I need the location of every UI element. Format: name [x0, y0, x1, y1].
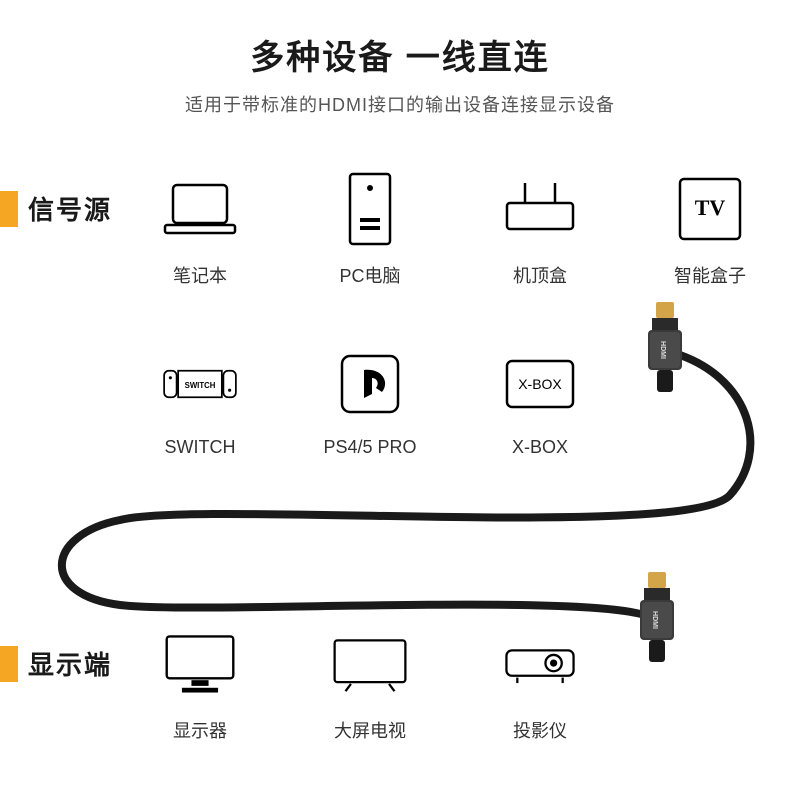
svg-text:X-BOX: X-BOX	[518, 376, 562, 392]
switch-icon: SWITCH	[161, 345, 239, 423]
page-subtitle: 适用于带标准的HDMI接口的输出设备连接显示设备	[0, 91, 800, 117]
hdmi-connector-top: HDMI	[640, 302, 690, 397]
device-caption: X-BOX	[512, 437, 568, 458]
device-caption: PS4/5 PRO	[323, 437, 416, 458]
device-projector: 投影仪	[480, 625, 600, 743]
device-caption: 机顶盒	[513, 262, 567, 288]
device-row-3: 显示器 大屏电视 投影仪	[140, 625, 600, 743]
page-title: 多种设备 一线直连	[0, 30, 800, 79]
xbox-icon: X-BOX	[501, 345, 579, 423]
device-row-2: SWITCH SWITCH PS4/5 PRO X-BOX X-BOX	[140, 345, 600, 458]
accent-bar-icon	[0, 191, 18, 227]
device-caption: SWITCH	[165, 437, 236, 458]
hdmi-connector-bottom: HDMI	[632, 572, 682, 667]
accent-bar-icon	[0, 646, 18, 682]
display-label: 显示端	[0, 645, 112, 682]
laptop-icon	[161, 170, 239, 248]
svg-text:TV: TV	[695, 195, 726, 220]
tvbox-icon: TV	[671, 170, 749, 248]
device-row-1: 笔记本 PC电脑 机顶盒 TV 智能	[140, 170, 770, 288]
device-tvbox: TV 智能盒子	[650, 170, 770, 288]
settop-icon	[501, 170, 579, 248]
display-label-text: 显示端	[28, 645, 112, 682]
device-tv: 大屏电视	[310, 625, 430, 743]
device-caption: 大屏电视	[334, 717, 406, 743]
tv-icon	[331, 625, 409, 703]
device-caption: 笔记本	[173, 262, 227, 288]
device-caption: 智能盒子	[674, 262, 746, 288]
device-caption: 投影仪	[513, 717, 567, 743]
device-settop: 机顶盒	[480, 170, 600, 288]
svg-text:HDMI: HDMI	[659, 341, 666, 359]
device-monitor: 显示器	[140, 625, 260, 743]
device-caption: 显示器	[173, 717, 227, 743]
svg-text:SWITCH: SWITCH	[185, 381, 216, 390]
projector-icon	[501, 625, 579, 703]
source-label-text: 信号源	[28, 190, 112, 227]
device-xbox: X-BOX X-BOX	[480, 345, 600, 458]
svg-text:HDMI: HDMI	[651, 611, 658, 629]
device-pc: PC电脑	[310, 170, 430, 288]
device-ps: PS4/5 PRO	[310, 345, 430, 458]
device-caption: PC电脑	[339, 262, 400, 288]
device-switch: SWITCH SWITCH	[140, 345, 260, 458]
header: 多种设备 一线直连 适用于带标准的HDMI接口的输出设备连接显示设备	[0, 0, 800, 117]
pc-icon	[331, 170, 409, 248]
device-laptop: 笔记本	[140, 170, 260, 288]
monitor-icon	[161, 625, 239, 703]
source-label: 信号源	[0, 190, 112, 227]
ps-icon	[331, 345, 409, 423]
